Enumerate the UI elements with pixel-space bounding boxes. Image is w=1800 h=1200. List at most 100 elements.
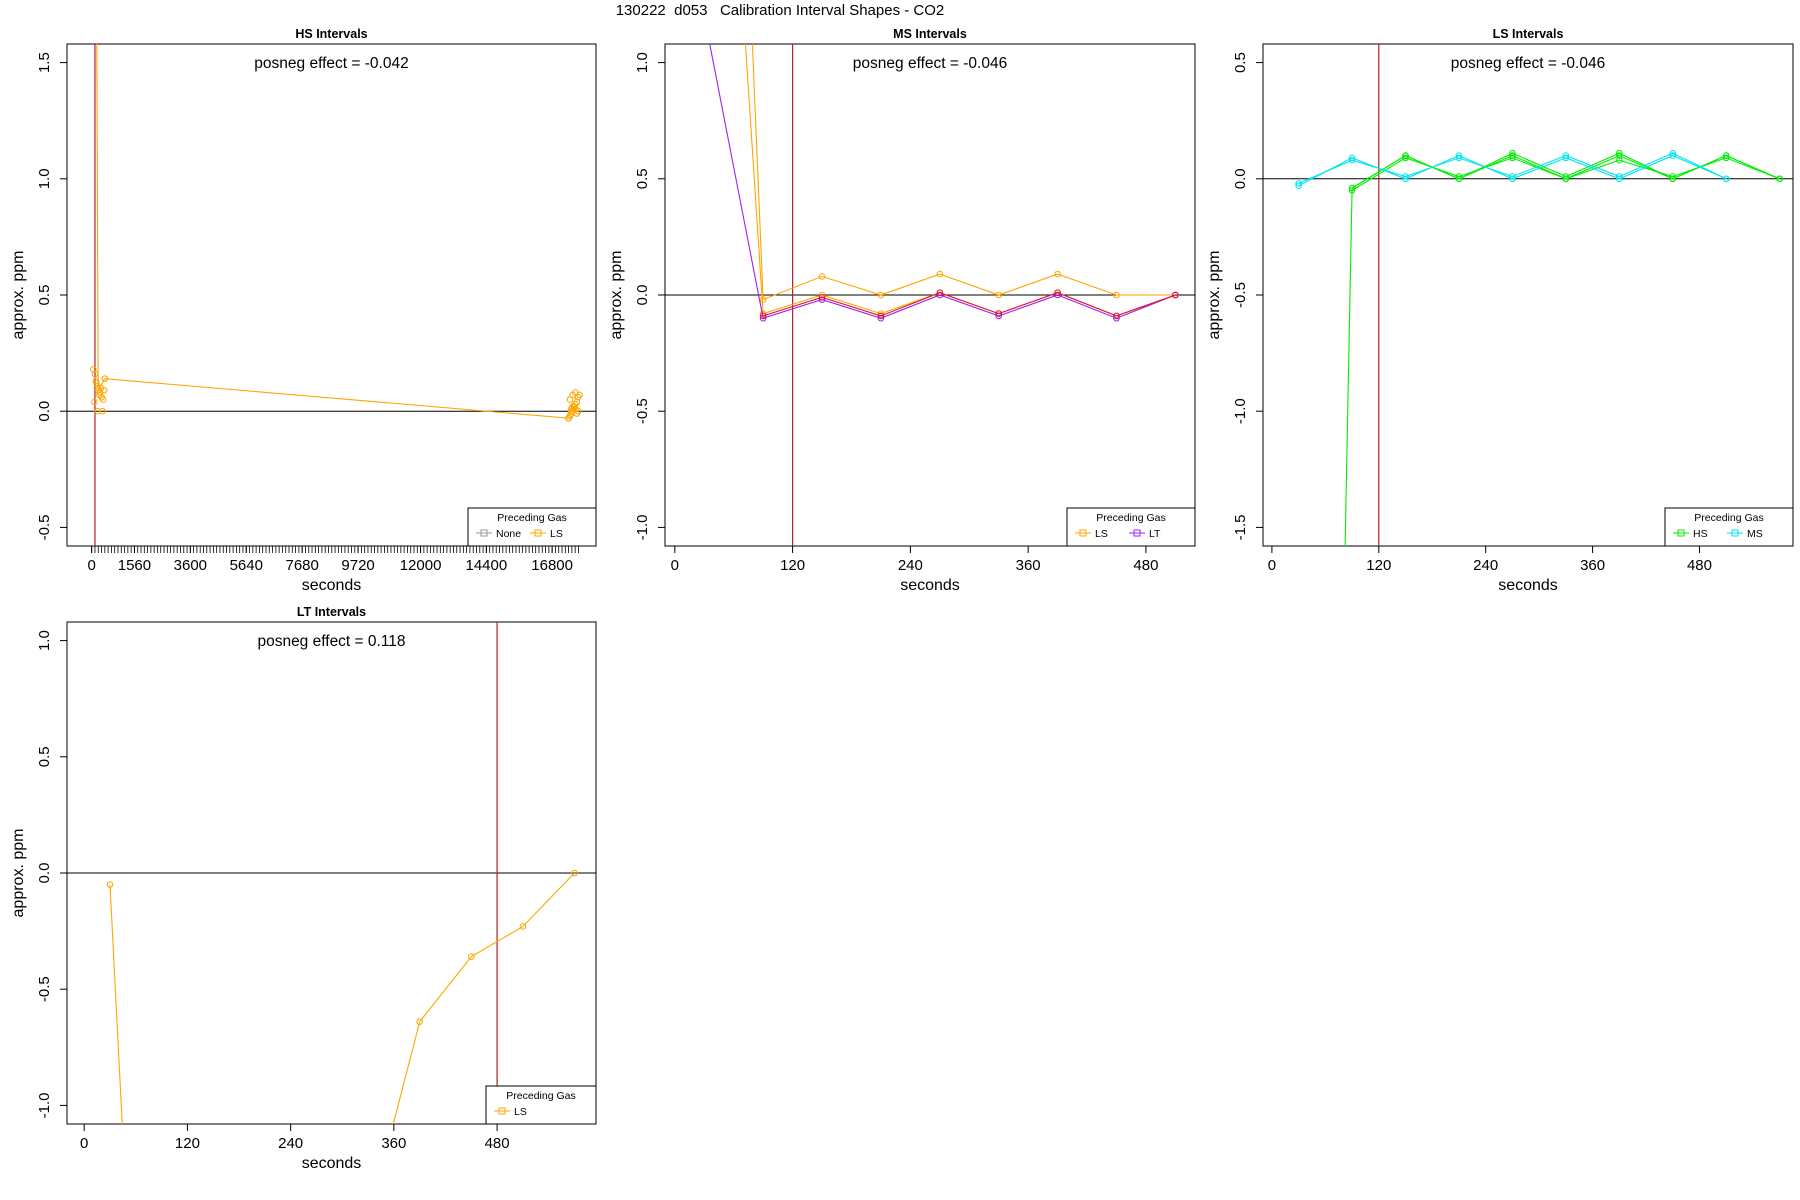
chart-title: LT Intervals <box>297 605 366 619</box>
data-point <box>759 312 767 320</box>
x-tick-label: 12000 <box>400 557 442 574</box>
x-tick-label: 0 <box>87 557 95 574</box>
data-point <box>573 398 581 406</box>
data-point <box>995 291 1003 299</box>
legend-entry-label: LS <box>550 528 563 540</box>
y-tick-label: -1.0 <box>634 514 651 540</box>
data-point <box>91 370 99 378</box>
data-point <box>1402 173 1409 180</box>
y-tick-label: -0.5 <box>36 976 53 1002</box>
data-point <box>1616 149 1623 157</box>
y-tick-label: 0.0 <box>634 285 651 306</box>
data-point <box>1722 152 1730 159</box>
data-point <box>91 398 98 406</box>
data-point <box>1172 291 1179 299</box>
data-point <box>1455 154 1463 162</box>
plot-area <box>665 44 1195 546</box>
x-tick-label: 240 <box>898 557 923 574</box>
x-tick-label: 240 <box>1473 557 1498 574</box>
legend-title: Preceding Gas <box>1694 512 1763 524</box>
posneg-annotation: posneg effect = 0.118 <box>257 633 405 650</box>
x-tick-label: 7680 <box>285 557 318 574</box>
data-point <box>1113 291 1120 299</box>
legend-swatch-marker <box>534 529 542 537</box>
data-point <box>1348 184 1356 192</box>
data-point <box>94 407 101 415</box>
y-tick-label: 0.5 <box>1232 52 1249 73</box>
legend: Preceding Gas HS MS <box>1664 507 1794 547</box>
data-point <box>1113 312 1120 320</box>
y-tick-label: -0.5 <box>36 514 53 540</box>
data-point <box>566 396 574 403</box>
data-point <box>1455 175 1463 183</box>
legend-box <box>1066 507 1196 547</box>
legend: Preceding Gas LS <box>485 1085 597 1125</box>
data-point <box>1509 154 1516 162</box>
y-tick-label: 0.5 <box>634 168 651 189</box>
legend-swatch-marker <box>1079 529 1087 537</box>
y-tick-label: 1.0 <box>634 52 651 73</box>
legend-entry-label: LS <box>1095 528 1108 540</box>
x-tick-label: 360 <box>1016 557 1041 574</box>
data-point <box>1340 641 1346 647</box>
data-point <box>572 389 579 396</box>
data-point <box>519 923 527 930</box>
y-tick-label: 1.5 <box>36 52 53 73</box>
data-point <box>1402 152 1409 159</box>
plot-area <box>67 44 596 546</box>
chart-ls-intervals: LS Intervals 0 120 240 360 480 seconds -1.5 -1.0… <box>1206 27 1794 647</box>
x-axis-label: seconds <box>1498 577 1558 594</box>
data-point <box>818 273 826 280</box>
y-tick-label: 1.0 <box>36 168 53 189</box>
legend-title: Preceding Gas <box>506 1090 575 1102</box>
plot-area <box>67 622 596 1124</box>
data-point <box>1054 289 1061 296</box>
data-point <box>1669 149 1677 157</box>
x-tick-label: 120 <box>1366 557 1391 574</box>
data-point <box>99 396 107 403</box>
data-point <box>1509 149 1516 157</box>
y-tick-label: 0.0 <box>36 863 53 884</box>
page-title: 130222 d053 Calibration Interval Shapes … <box>615 2 945 19</box>
legend-entry-label: HS <box>1693 528 1708 540</box>
data-point <box>1616 156 1623 164</box>
y-axis-label: approx. ppm <box>10 251 27 340</box>
data-point <box>936 270 944 278</box>
legend-title: Preceding Gas <box>497 512 566 524</box>
x-minor-ticks <box>91 546 579 553</box>
plot-area <box>1263 44 1793 647</box>
x-tick-label: 360 <box>1580 557 1605 574</box>
posneg-annotation: posneg effect = -0.046 <box>1451 55 1605 72</box>
legend-swatch-marker <box>1133 529 1141 537</box>
legend-swatch-marker <box>480 529 488 537</box>
data-point <box>1562 173 1570 180</box>
plot-frame <box>1262 43 1794 547</box>
legend: Preceding Gas LS LT <box>1066 507 1196 547</box>
x-axis-label: seconds <box>302 1155 362 1172</box>
data-point <box>92 377 100 385</box>
series-line <box>1298 152 1727 184</box>
data-point <box>1295 180 1302 187</box>
y-tick-label: 0.5 <box>36 746 53 767</box>
y-tick-label: 0.0 <box>1232 168 1249 189</box>
legend-entry-label: None <box>496 528 521 540</box>
y-axis-label: approx. ppm <box>608 251 625 340</box>
x-tick-label: 1560 <box>118 557 151 574</box>
data-point <box>1669 175 1677 183</box>
legend: Preceding Gas None LS <box>467 507 597 547</box>
x-axis-label: seconds <box>302 577 362 594</box>
data-point <box>936 289 944 296</box>
series-line <box>1351 152 1780 189</box>
x-tick-label: 480 <box>1133 557 1158 574</box>
data-point <box>1562 152 1570 159</box>
legend-box <box>485 1085 597 1125</box>
chart-title: LS Intervals <box>1493 27 1564 41</box>
data-point <box>96 391 103 399</box>
data-point <box>467 953 475 960</box>
y-tick-label: 0.0 <box>36 401 53 422</box>
data-point <box>995 310 1003 317</box>
series-line <box>762 292 1176 317</box>
data-point <box>877 291 885 299</box>
legend-swatch-marker <box>498 1107 506 1115</box>
